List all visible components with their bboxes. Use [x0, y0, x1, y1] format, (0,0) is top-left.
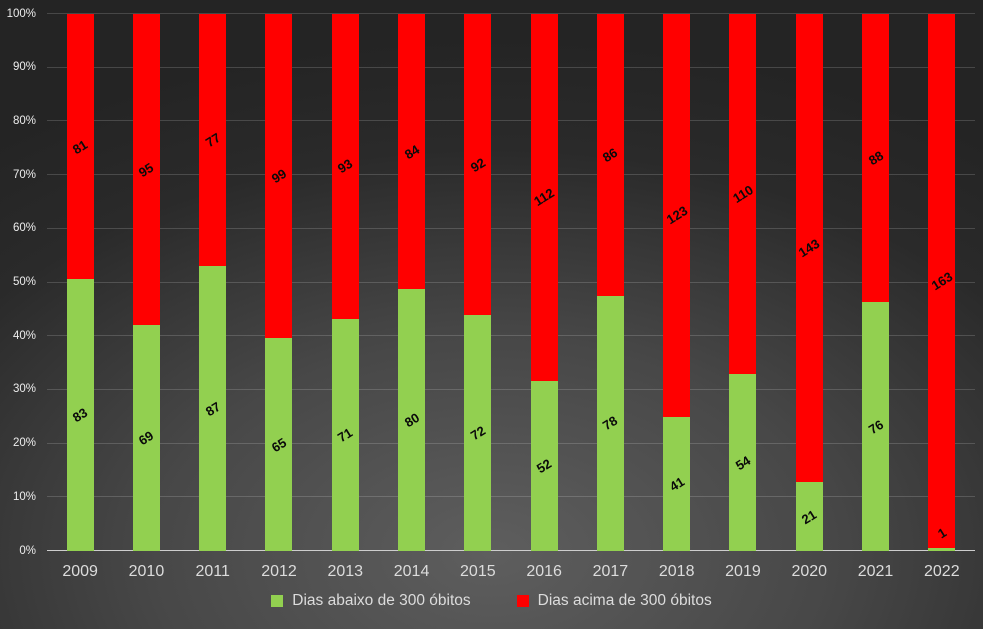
bar-segment-abaixo[interactable]: [199, 266, 227, 551]
bar-segment-abaixo[interactable]: [596, 295, 624, 551]
x-axis: 2009 2010 2011 2012 2013 2014 2015 2016 2017 2018…: [47, 561, 975, 583]
x-tick-label: 2020: [791, 563, 828, 580]
bar-segment-abaixo[interactable]: [265, 338, 293, 551]
bar-segment-abaixo[interactable]: [398, 289, 426, 551]
x-axis-line: [47, 550, 975, 551]
bar-column: 1 163: [909, 14, 975, 551]
bar-column: 78 86: [577, 14, 643, 551]
legend-swatch-icon: [271, 594, 284, 607]
bar-segment-abaixo[interactable]: [331, 318, 359, 551]
bar-segment-abaixo[interactable]: [132, 325, 160, 551]
bar-segment-acima[interactable]: [663, 14, 691, 417]
bar-segment-acima[interactable]: [729, 14, 757, 375]
bar-segment-acima[interactable]: [398, 14, 426, 290]
bar-segment-abaixo[interactable]: [729, 374, 757, 551]
bar-column: 80 84: [378, 14, 444, 551]
bar-column: 83 81: [47, 14, 113, 551]
bar-segment-acima[interactable]: [862, 14, 890, 303]
bar-column: 65 99: [246, 14, 312, 551]
x-tick-label: 2016: [526, 563, 562, 580]
bar-segment-acima[interactable]: [530, 14, 558, 381]
x-tick-label: 2009: [62, 563, 98, 580]
plot-area: 83 81 69 95 87 77 65 99 71 93 80 84 72 92 52 112 78 86 41 1…: [47, 13, 975, 551]
y-tick-label: 10%: [12, 490, 36, 503]
legend-label: Dias acima de 300 óbitos: [537, 592, 712, 609]
bar-segment-acima[interactable]: [132, 14, 160, 326]
bar-segment-acima[interactable]: [795, 14, 823, 483]
y-tick-label: 30%: [12, 383, 36, 396]
gridline: [47, 227, 975, 229]
bar-segment-acima[interactable]: [66, 14, 94, 280]
legend-label: Dias abaixo de 300 óbitos: [292, 592, 471, 609]
gridline: [47, 335, 975, 337]
y-tick-label: 80%: [12, 114, 36, 127]
bar-segment-acima[interactable]: [596, 14, 624, 296]
gridline: [47, 13, 975, 14]
bar-column: 87 77: [180, 14, 246, 551]
y-tick-label: 20%: [12, 436, 36, 449]
gridline: [47, 496, 975, 498]
gridline: [47, 174, 975, 176]
bar-segment-abaixo[interactable]: [928, 547, 956, 551]
bar-segment-abaixo[interactable]: [464, 315, 492, 551]
y-tick-label: 0%: [19, 544, 36, 557]
bar-segment-abaixo[interactable]: [66, 279, 94, 551]
bar-segment-abaixo[interactable]: [862, 302, 890, 551]
y-tick-label: 60%: [12, 222, 36, 235]
x-tick-label: 2018: [658, 563, 695, 580]
bar-column: 52 112: [511, 14, 577, 551]
x-tick-label: 2022: [924, 563, 960, 580]
gridline: [47, 66, 975, 68]
bar-column: 41 123: [644, 14, 710, 551]
x-tick-label: 2012: [261, 563, 297, 580]
x-tick-label: 2019: [725, 563, 761, 580]
bar-column: 76 88: [842, 14, 908, 551]
bar-segment-acima[interactable]: [331, 14, 359, 319]
gridline: [47, 388, 975, 390]
bar-segment-abaixo[interactable]: [530, 380, 558, 551]
y-axis: 0% 10% 20% 30% 40% 50% 60% 70% 80% 90% 100%: [0, 8, 41, 556]
legend-swatch-icon: [516, 594, 529, 607]
bar-column: 72 92: [445, 14, 511, 551]
x-tick-label: 2015: [460, 563, 496, 580]
bar-segment-acima[interactable]: [265, 14, 293, 339]
x-tick-label: 2010: [128, 563, 165, 580]
legend-item-acima[interactable]: Dias acima de 300 óbitos: [516, 592, 712, 609]
y-tick-label: 50%: [12, 275, 36, 288]
y-tick-label: 40%: [12, 329, 36, 342]
bar-column: 21 143: [776, 14, 842, 551]
gridline: [47, 120, 975, 122]
y-tick-label: 100%: [6, 7, 36, 20]
bar-segment-abaixo[interactable]: [663, 416, 691, 551]
gridline: [47, 281, 975, 283]
bar-segment-abaixo[interactable]: [795, 482, 823, 551]
x-tick-label: 2011: [195, 563, 230, 580]
y-tick-label: 90%: [12, 60, 36, 73]
x-tick-label: 2013: [327, 563, 364, 580]
gridline: [47, 442, 975, 444]
bar-segment-acima[interactable]: [464, 14, 492, 316]
x-tick-label: 2017: [592, 563, 629, 580]
bar-segment-acima[interactable]: [199, 14, 227, 267]
bar-column: 71 93: [312, 14, 378, 551]
bar-column: 54 110: [710, 14, 776, 551]
x-tick-label: 2014: [393, 563, 430, 580]
x-tick-label: 2021: [857, 563, 894, 580]
bars-container: 83 81 69 95 87 77 65 99 71 93 80 84 72 92 52 112 78 86 41 1…: [47, 14, 975, 551]
legend: Dias abaixo de 300 óbitos Dias acima de 3…: [0, 593, 983, 609]
legend-item-abaixo[interactable]: Dias abaixo de 300 óbitos: [271, 592, 471, 609]
bar-column: 69 95: [113, 14, 179, 551]
bar-segment-acima[interactable]: [928, 14, 956, 548]
y-tick-label: 70%: [12, 168, 36, 181]
